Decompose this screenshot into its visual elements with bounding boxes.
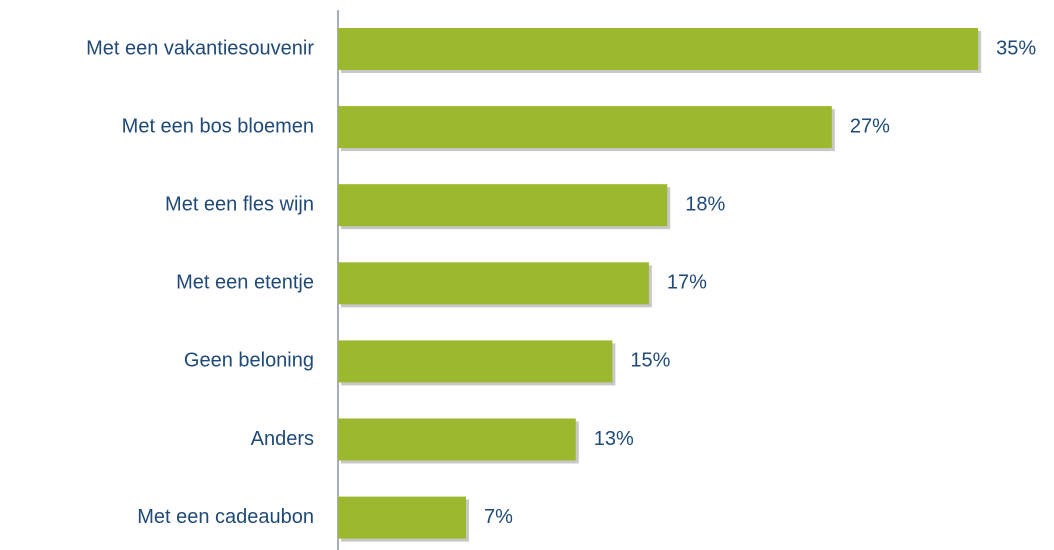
category-label: Met een cadeaubon (137, 506, 314, 528)
bar (338, 496, 467, 539)
data-label: 7% (484, 506, 513, 528)
data-label: 18% (685, 193, 725, 215)
data-label: 13% (594, 428, 634, 450)
data-label: 17% (667, 272, 707, 294)
category-label: Met een etentje (176, 272, 314, 294)
bar (338, 106, 832, 149)
data-label: 27% (850, 115, 890, 137)
bar (338, 340, 613, 383)
category-label: Met een fles wijn (165, 193, 314, 215)
category-label: Anders (251, 428, 314, 450)
bar (338, 418, 576, 461)
data-label: 35% (996, 37, 1036, 59)
data-label: 15% (630, 350, 670, 372)
bar (338, 184, 668, 227)
bar (338, 28, 979, 70)
bar (338, 262, 649, 305)
category-label: Met een bos bloemen (122, 115, 314, 137)
category-label: Geen beloning (184, 350, 314, 372)
category-label: Met een vakantiesouvenir (86, 37, 314, 59)
